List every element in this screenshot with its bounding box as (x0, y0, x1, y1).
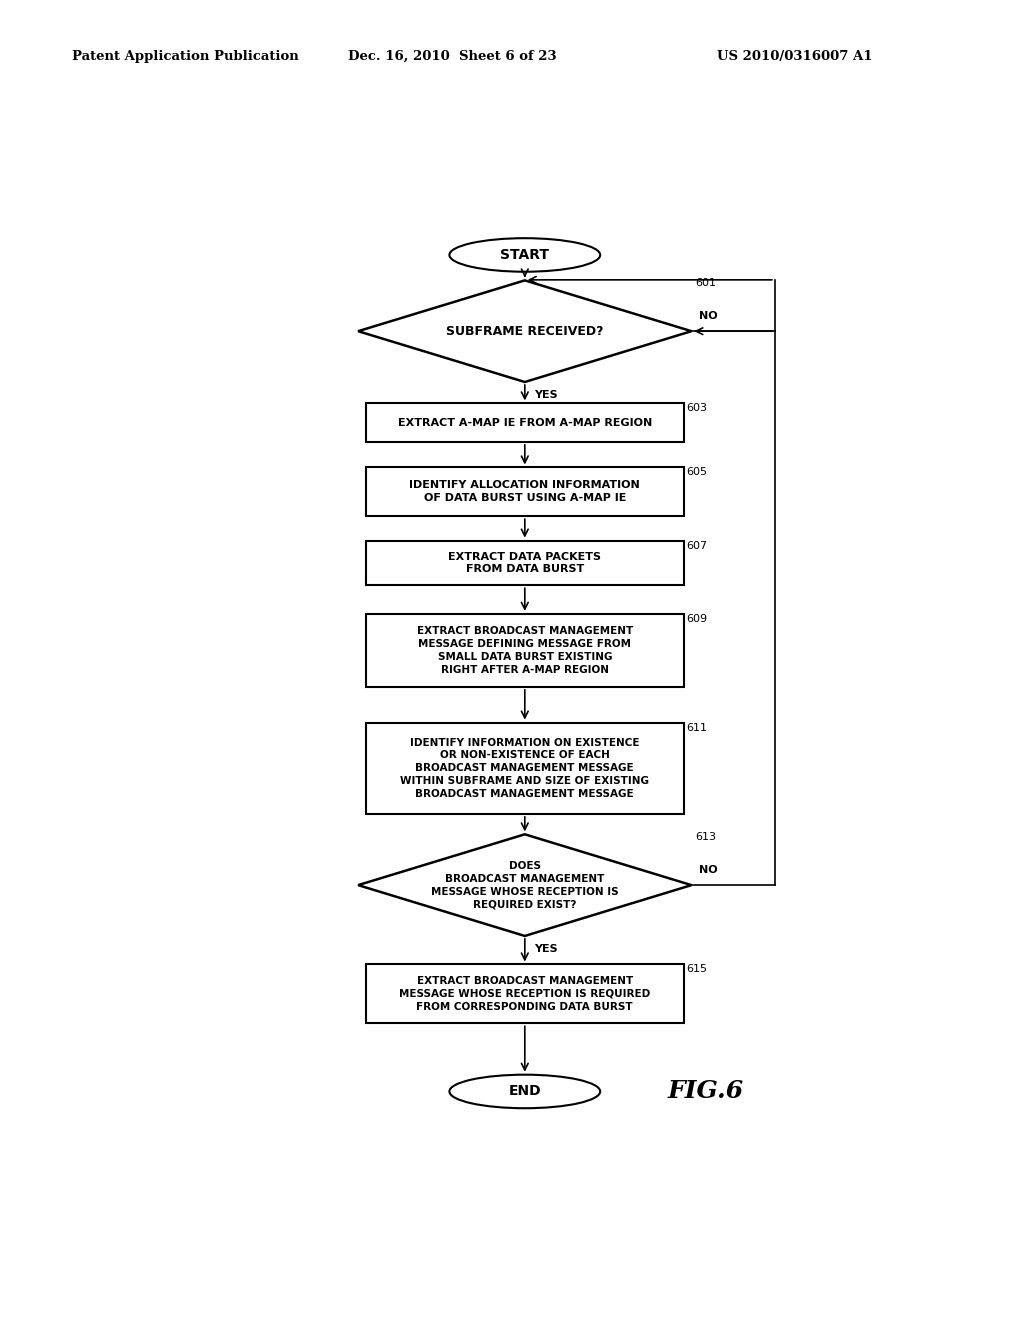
Text: EXTRACT DATA PACKETS
FROM DATA BURST: EXTRACT DATA PACKETS FROM DATA BURST (449, 552, 601, 574)
Polygon shape (358, 280, 691, 381)
Text: 609: 609 (687, 614, 708, 624)
FancyBboxPatch shape (367, 722, 684, 814)
Text: Dec. 16, 2010  Sheet 6 of 23: Dec. 16, 2010 Sheet 6 of 23 (348, 50, 557, 63)
Text: 611: 611 (687, 722, 708, 733)
Text: 605: 605 (687, 467, 708, 478)
Text: 603: 603 (687, 404, 708, 413)
Text: 613: 613 (695, 833, 717, 842)
Text: Patent Application Publication: Patent Application Publication (72, 50, 298, 63)
Polygon shape (358, 834, 691, 936)
Text: IDENTIFY ALLOCATION INFORMATION
OF DATA BURST USING A-MAP IE: IDENTIFY ALLOCATION INFORMATION OF DATA … (410, 480, 640, 503)
Text: NO: NO (699, 865, 718, 875)
FancyBboxPatch shape (367, 467, 684, 516)
Text: US 2010/0316007 A1: US 2010/0316007 A1 (717, 50, 872, 63)
Text: EXTRACT A-MAP IE FROM A-MAP REGION: EXTRACT A-MAP IE FROM A-MAP REGION (397, 417, 652, 428)
Text: SUBFRAME RECEIVED?: SUBFRAME RECEIVED? (446, 325, 603, 338)
FancyBboxPatch shape (367, 404, 684, 442)
FancyBboxPatch shape (367, 541, 684, 585)
Text: NO: NO (699, 312, 718, 321)
Text: START: START (501, 248, 549, 261)
Text: YES: YES (535, 944, 558, 954)
Text: IDENTIFY INFORMATION ON EXISTENCE
OR NON-EXISTENCE OF EACH
BROADCAST MANAGEMENT : IDENTIFY INFORMATION ON EXISTENCE OR NON… (400, 738, 649, 799)
FancyBboxPatch shape (367, 614, 684, 686)
FancyBboxPatch shape (367, 965, 684, 1023)
Text: 601: 601 (695, 279, 717, 288)
Ellipse shape (450, 238, 600, 272)
Text: YES: YES (535, 391, 558, 400)
Text: EXTRACT BROADCAST MANAGEMENT
MESSAGE WHOSE RECEPTION IS REQUIRED
FROM CORRESPOND: EXTRACT BROADCAST MANAGEMENT MESSAGE WHO… (399, 975, 650, 1011)
Text: DOES
BROADCAST MANAGEMENT
MESSAGE WHOSE RECEPTION IS
REQUIRED EXIST?: DOES BROADCAST MANAGEMENT MESSAGE WHOSE … (431, 861, 618, 909)
Text: FIG.6: FIG.6 (668, 1080, 743, 1104)
Text: EXTRACT BROADCAST MANAGEMENT
MESSAGE DEFINING MESSAGE FROM
SMALL DATA BURST EXIS: EXTRACT BROADCAST MANAGEMENT MESSAGE DEF… (417, 626, 633, 675)
Text: 607: 607 (687, 541, 708, 550)
Text: END: END (509, 1085, 541, 1098)
Text: 615: 615 (687, 965, 708, 974)
Ellipse shape (450, 1074, 600, 1109)
